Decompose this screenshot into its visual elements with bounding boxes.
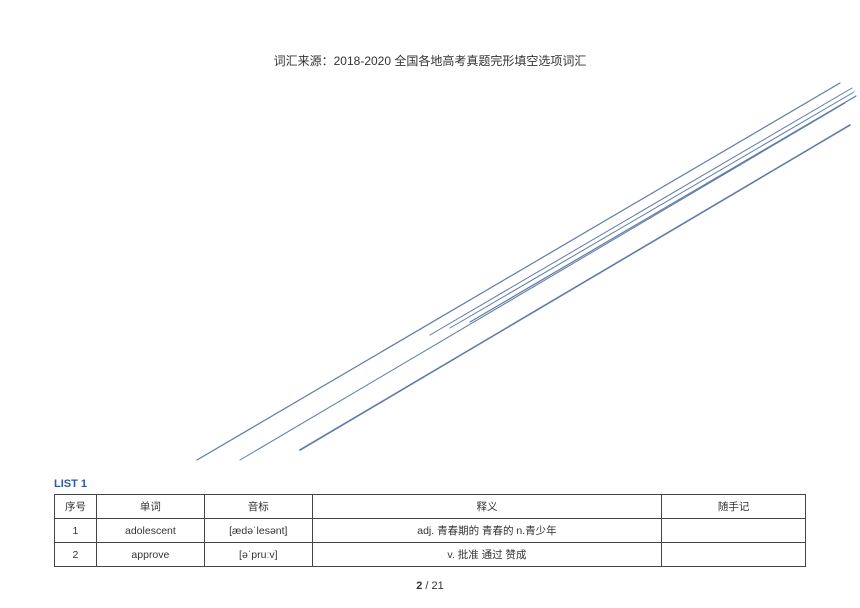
page-number: 2 / 21 (0, 580, 860, 592)
cell-word: adolescent (96, 519, 204, 543)
page-title: 词汇来源：2018-2020 全国各地高考真题完形填空选项词汇 (0, 52, 860, 69)
col-header-word: 单词 (96, 495, 204, 519)
table-row: 2 approve [əˈpruːv] v. 批准 通过 赞成 (55, 543, 806, 567)
table-row: 1 adolescent [ædəˈlesənt] adj. 青春期的 青春的 … (55, 519, 806, 543)
cell-index: 1 (55, 519, 97, 543)
cell-definition: adj. 青春期的 青春的 n.青少年 (312, 519, 661, 543)
col-header-definition: 释义 (312, 495, 661, 519)
cell-definition: v. 批准 通过 赞成 (312, 543, 661, 567)
page-total: 21 (432, 580, 444, 592)
page-sep: / (422, 580, 431, 592)
vocab-table: 序号 单词 音标 释义 随手记 1 adolescent [ædəˈlesənt… (54, 494, 806, 567)
col-header-note: 随手记 (662, 495, 806, 519)
cell-word: approve (96, 543, 204, 567)
cell-index: 2 (55, 543, 97, 567)
cell-note (662, 519, 806, 543)
cell-ipa: [əˈpruːv] (204, 543, 312, 567)
cell-ipa: [ædəˈlesənt] (204, 519, 312, 543)
col-header-ipa: 音标 (204, 495, 312, 519)
cell-note (662, 543, 806, 567)
list-label: LIST 1 (54, 478, 87, 490)
col-header-index: 序号 (55, 495, 97, 519)
table-header-row: 序号 单词 音标 释义 随手记 (55, 495, 806, 519)
